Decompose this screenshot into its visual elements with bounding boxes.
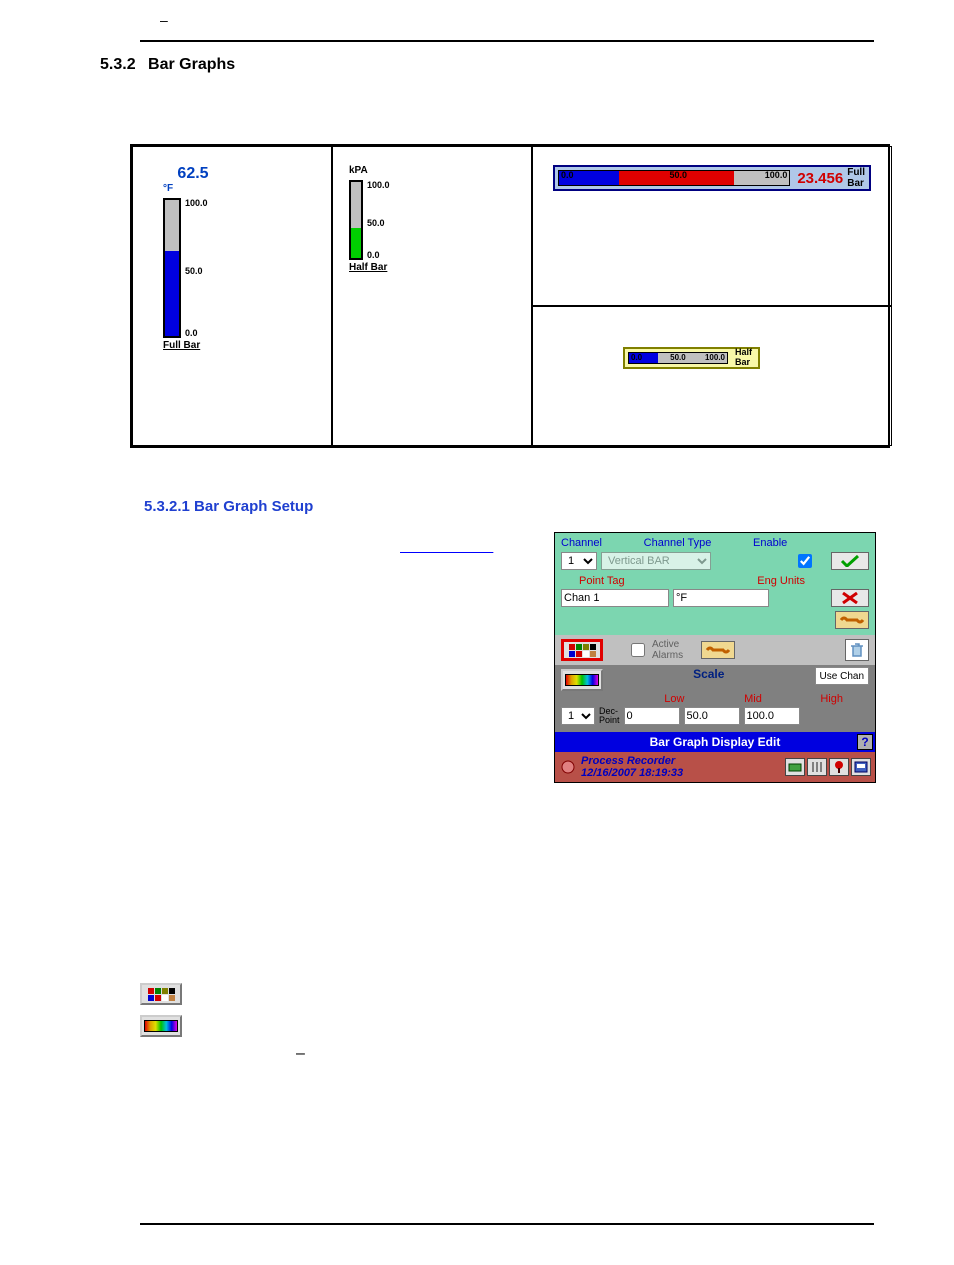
preview-vertical-full-cell: 62.5 °F 100.0 50.0 0.0 Full Bar <box>132 146 332 446</box>
label-mid: Mid <box>716 693 791 705</box>
label-high: High <box>794 693 869 705</box>
hbar-full-box: 0.0 50.0 100.0 23.456 Full Bar <box>553 165 871 191</box>
x-icon <box>840 592 860 604</box>
vbar-full-scale-min: 0.0 <box>185 328 198 338</box>
alarms-settings-button[interactable] <box>701 641 735 659</box>
vbar-half-scale-max: 100.0 <box>367 180 390 190</box>
preview-horizontal-half-cell: 0.0 50.0 100.0 Half Bar <box>532 306 892 446</box>
hhalf-scale-min: 0.0 <box>631 353 642 362</box>
label-low: Low <box>637 693 712 705</box>
palette-button-ref[interactable] <box>140 983 182 1005</box>
vbar-full-fill <box>165 251 179 336</box>
footer-icon-1[interactable] <box>785 758 805 776</box>
dash-glyph-2: – <box>296 1045 305 1062</box>
palette-icon <box>569 644 596 657</box>
wrench-icon <box>705 645 731 655</box>
channel-type-select[interactable]: Vertical BAR <box>601 552 711 570</box>
vbar-half-scale-min: 0.0 <box>367 250 380 260</box>
footer-title: Process Recorder <box>581 755 683 767</box>
active-alarms-checkbox[interactable] <box>631 643 645 657</box>
gradient-button[interactable] <box>561 669 603 691</box>
vbar-half-frame: 100.0 50.0 0.0 <box>349 180 363 260</box>
hhalf-scale-mid: 50.0 <box>670 353 686 362</box>
use-chan-button[interactable]: Use Chan <box>815 667 869 685</box>
scale-low-input[interactable] <box>624 707 680 725</box>
footer-timestamp: 12/16/2007 18:19:33 <box>581 767 683 779</box>
hbar-full-tag2: Bar <box>847 178 864 189</box>
wrench-icon <box>839 615 865 625</box>
settings-top-button[interactable] <box>835 611 869 629</box>
scale-high-input[interactable] <box>744 707 800 725</box>
dialog-footer: Process Recorder 12/16/2007 18:19:33 <box>555 752 875 782</box>
section-number: 5.3.2 <box>100 56 136 73</box>
vbar-full-frame: 100.0 50.0 0.0 <box>163 198 181 338</box>
cancel-button[interactable] <box>831 589 869 607</box>
link-fragment[interactable] <box>400 538 493 555</box>
dec-point-select[interactable]: 1 <box>561 707 595 725</box>
channel-select[interactable]: 1 <box>561 552 597 570</box>
eng-units-input[interactable] <box>673 589 769 607</box>
vbar-full-unit: °F <box>163 183 223 194</box>
vbar-full-value: 62.5 <box>163 165 223 183</box>
label-channel: Channel <box>561 537 602 549</box>
label-scale: Scale <box>607 667 811 681</box>
ok-button[interactable] <box>831 552 869 570</box>
scale-mid-input[interactable] <box>684 707 740 725</box>
palette-button[interactable] <box>561 639 603 661</box>
section-title: Bar Graphs <box>148 56 235 73</box>
vbar-half-scale-mid: 50.0 <box>367 218 385 228</box>
vbar-half-tag: Half Bar <box>349 262 387 273</box>
top-rule <box>140 40 874 42</box>
gradient-button-ref[interactable] <box>140 1015 182 1037</box>
dialog-titlebar: Bar Graph Display Edit ? <box>555 732 875 752</box>
gradient-icon <box>144 1020 178 1032</box>
gradient-icon <box>565 674 599 686</box>
footer-icon-2[interactable] <box>807 758 827 776</box>
hhalf-scale-max: 100.0 <box>705 353 725 362</box>
bottom-rule <box>140 1223 874 1225</box>
preview-vertical-half-cell: kPA 100.0 50.0 0.0 Half Bar <box>332 146 532 446</box>
check-icon <box>839 555 861 567</box>
hbar-full-value: 23.456 <box>793 167 847 189</box>
point-tag-input[interactable] <box>561 589 669 607</box>
vbar-full-tag: Full Bar <box>163 340 223 351</box>
label-point-tag: Point Tag <box>579 575 625 587</box>
bar-graph-setup-dialog: Channel Channel Type Enable 1 Vertical B… <box>554 532 876 783</box>
hhalf-box: 0.0 50.0 100.0 Half Bar <box>623 347 760 369</box>
hbar-full-tag1: Full <box>847 167 865 178</box>
footer-icon-3[interactable] <box>829 758 849 776</box>
hhalf-tag2: Bar <box>735 357 750 367</box>
subsection-title: Bar Graph Setup <box>194 498 313 515</box>
recorder-icon <box>559 758 577 776</box>
trash-icon <box>850 642 864 658</box>
footer-icon-4[interactable] <box>851 758 871 776</box>
vbar-half-fill <box>351 228 361 258</box>
bargraph-preview-grid: 62.5 °F 100.0 50.0 0.0 Full Bar kPA <box>130 144 890 448</box>
label-channel-type: Channel Type <box>644 537 712 549</box>
hbar-full-scale-min: 0.0 <box>561 170 574 180</box>
vbar-half-unit: kPA <box>349 165 387 176</box>
preview-horizontal-full-cell: 0.0 50.0 100.0 23.456 Full Bar <box>532 146 892 306</box>
delete-button[interactable] <box>845 639 869 661</box>
hbar-full-scale-max: 100.0 <box>765 170 788 180</box>
dash-glyph: – <box>160 12 168 28</box>
vbar-full-scale-max: 100.0 <box>185 198 208 208</box>
vbar-full-scale-mid: 50.0 <box>185 266 203 276</box>
help-button[interactable]: ? <box>857 734 873 750</box>
hhalf-tag1: Half <box>735 347 752 357</box>
label-dec-point: Dec-Point <box>599 707 620 726</box>
subsection-number: 5.3.2.1 <box>144 498 190 515</box>
enable-checkbox[interactable] <box>798 554 812 568</box>
palette-icon <box>148 988 175 1001</box>
label-active-alarms: ActiveAlarms <box>652 639 683 661</box>
hbar-full-scale-mid: 50.0 <box>670 170 688 180</box>
label-eng-units: Eng Units <box>757 575 805 587</box>
label-enable: Enable <box>753 537 787 549</box>
